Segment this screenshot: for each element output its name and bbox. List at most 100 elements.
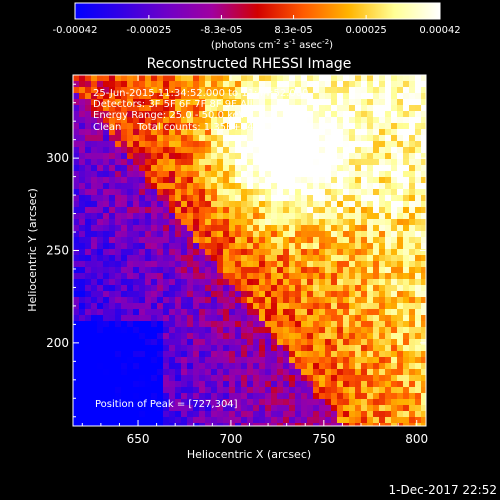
heatmap-cell — [271, 357, 278, 364]
heatmap-cell — [265, 279, 272, 286]
heatmap-cell — [403, 339, 410, 346]
heatmap-cell — [313, 375, 320, 382]
heatmap-cell — [157, 75, 164, 82]
heatmap-cell — [283, 303, 290, 310]
heatmap-cell — [223, 249, 230, 256]
heatmap-cell — [229, 303, 236, 310]
heatmap-cell — [163, 411, 170, 418]
heatmap-cell — [193, 369, 200, 376]
heatmap-cell — [121, 165, 128, 172]
heatmap-cell — [79, 165, 86, 172]
heatmap-cell — [85, 423, 92, 426]
heatmap-cell — [139, 351, 146, 358]
heatmap-cell — [313, 309, 320, 316]
heatmap-cell — [361, 393, 368, 400]
heatmap-cell — [409, 255, 416, 262]
heatmap-cell — [133, 195, 140, 202]
heatmap-cell — [217, 315, 224, 322]
heatmap-cell — [241, 345, 248, 352]
heatmap-cell — [343, 105, 350, 112]
heatmap-cell — [169, 393, 176, 400]
heatmap-cell — [97, 339, 104, 346]
heatmap-cell — [211, 321, 218, 328]
heatmap-cell — [379, 177, 386, 184]
heatmap-cell — [151, 399, 158, 406]
heatmap-cell — [355, 75, 362, 82]
heatmap-cell — [301, 171, 308, 178]
heatmap-cell — [253, 183, 260, 190]
heatmap-cell — [169, 81, 176, 88]
heatmap-cell — [193, 249, 200, 256]
heatmap-cell — [313, 393, 320, 400]
heatmap-cell — [403, 243, 410, 250]
heatmap-cell — [319, 417, 326, 424]
heatmap-cell — [121, 99, 128, 106]
heatmap-cell — [319, 357, 326, 364]
heatmap-cell — [223, 243, 230, 250]
heatmap-cell — [325, 111, 332, 118]
heatmap-cell — [361, 279, 368, 286]
heatmap-cell — [349, 393, 356, 400]
heatmap-cell — [337, 147, 344, 154]
heatmap-cell — [139, 303, 146, 310]
heatmap-cell — [319, 87, 326, 94]
heatmap-cell — [145, 357, 152, 364]
heatmap-cell — [277, 171, 284, 178]
heatmap-cell — [103, 423, 110, 426]
heatmap-cell — [127, 357, 134, 364]
heatmap-cell — [133, 369, 140, 376]
heatmap-cell — [175, 237, 182, 244]
heatmap-cell — [271, 351, 278, 358]
heatmap-cell — [283, 363, 290, 370]
heatmap-cell — [355, 279, 362, 286]
heatmap-cell — [217, 153, 224, 160]
heatmap-cell — [103, 387, 110, 394]
heatmap-cell — [199, 123, 206, 130]
heatmap-cell — [409, 225, 416, 232]
heatmap-cell — [103, 393, 110, 400]
heatmap-cell — [415, 111, 422, 118]
heatmap-cell — [277, 237, 284, 244]
heatmap-cell — [307, 225, 314, 232]
heatmap-cell — [181, 315, 188, 322]
heatmap-cell — [403, 159, 410, 166]
heatmap-cell — [157, 81, 164, 88]
heatmap-cell — [253, 321, 260, 328]
heatmap-cell — [115, 171, 122, 178]
heatmap-cell — [217, 207, 224, 214]
heatmap-cell — [379, 375, 386, 382]
heatmap-cell — [133, 393, 140, 400]
heatmap-cell — [319, 171, 326, 178]
heatmap-cell — [193, 123, 200, 130]
heatmap-cell — [175, 417, 182, 424]
heatmap-cell — [415, 381, 422, 388]
heatmap-cell — [421, 399, 426, 406]
heatmap-cell — [403, 291, 410, 298]
heatmap-cell — [127, 165, 134, 172]
heatmap-cell — [385, 369, 392, 376]
heatmap-cell — [115, 87, 122, 94]
heatmap-cell — [79, 243, 86, 250]
heatmap-cell — [415, 369, 422, 376]
heatmap-cell — [175, 255, 182, 262]
heatmap-cell — [121, 153, 128, 160]
heatmap-cell — [205, 285, 212, 292]
heatmap-cell — [85, 117, 92, 124]
heatmap-cell — [409, 87, 416, 94]
heatmap-cell — [217, 237, 224, 244]
heatmap-cell — [223, 315, 230, 322]
heatmap-cell — [343, 255, 350, 262]
heatmap-cell — [79, 303, 86, 310]
heatmap-cell — [247, 357, 254, 364]
heatmap-cell — [385, 309, 392, 316]
heatmap-cell — [313, 219, 320, 226]
heatmap-cell — [169, 381, 176, 388]
heatmap-cell — [373, 255, 380, 262]
heatmap-cell — [379, 411, 386, 418]
heatmap-cell — [295, 111, 302, 118]
heatmap-cell — [307, 291, 314, 298]
heatmap-cell — [373, 213, 380, 220]
heatmap-cell — [187, 405, 194, 412]
heatmap-cell — [259, 81, 266, 88]
heatmap-cell — [295, 357, 302, 364]
